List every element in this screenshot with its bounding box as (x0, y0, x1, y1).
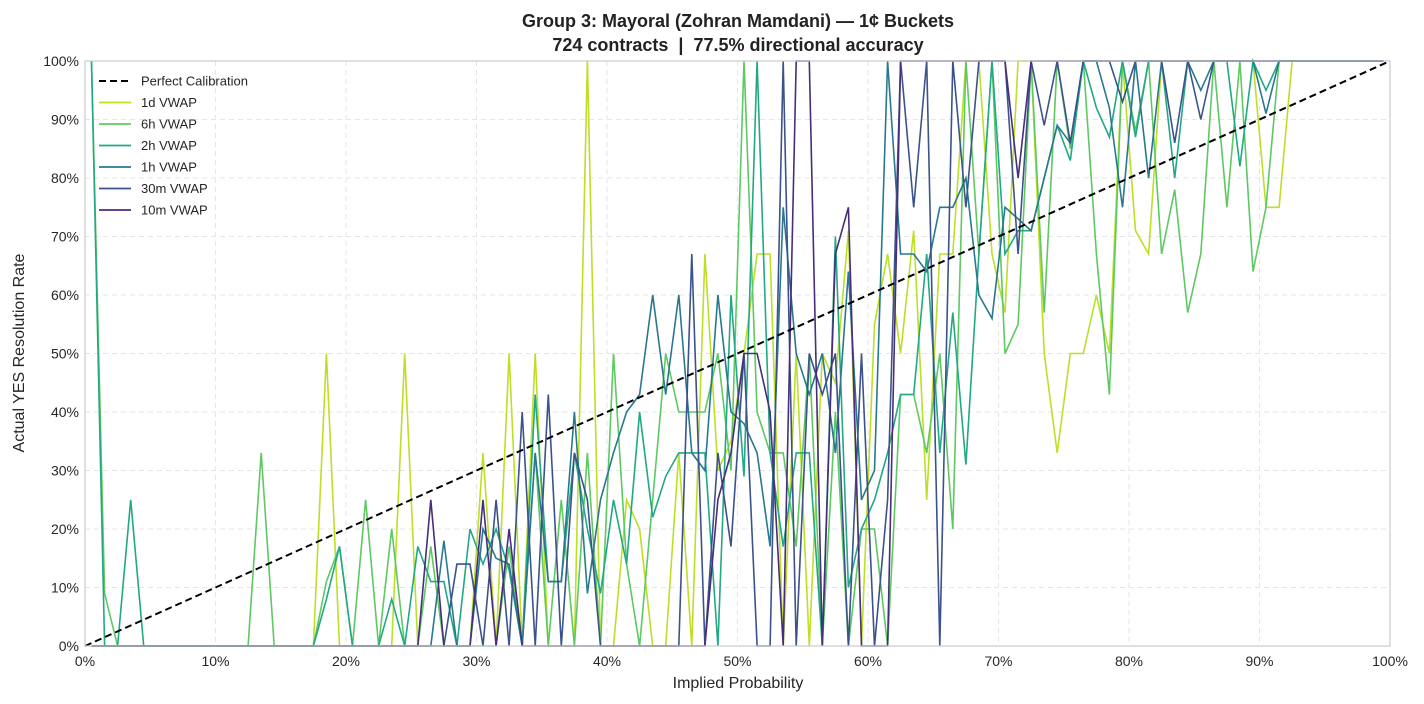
y-axis-label: Actual YES Resolution Rate (11, 253, 28, 452)
y-tick-label: 60% (51, 287, 79, 303)
y-tick-label: 40% (51, 404, 79, 420)
y-tick-label: 10% (51, 580, 79, 596)
x-tick-label: 60% (854, 653, 882, 669)
x-axis-label: Implied Probability (673, 675, 804, 692)
legend-label: 10m VWAP (141, 203, 208, 218)
legend-item: 1d VWAP (99, 95, 197, 110)
legend-label: 1h VWAP (141, 160, 197, 175)
x-tick-label: 50% (723, 653, 751, 669)
x-tick-label: 10% (201, 653, 229, 669)
legend-label: 2h VWAP (141, 138, 197, 153)
legend-label: 1d VWAP (141, 95, 197, 110)
x-tick-label: 100% (1372, 653, 1408, 669)
x-axis-ticks: 0% 10% 20% 30% 40% 50% 60% 70% 80% 90% 100% (75, 653, 1408, 669)
legend-label: 6h VWAP (141, 117, 197, 132)
y-tick-label: 100% (43, 53, 79, 69)
legend-label: Perfect Calibration (141, 74, 248, 89)
legend-label: 30m VWAP (141, 181, 208, 196)
y-tick-label: 80% (51, 170, 79, 186)
chart-title: Group 3: Mayoral (Zohran Mamdani) — 1¢ B… (522, 11, 954, 31)
y-axis-ticks: 0% 10% 20% 30% 40% 50% 60% 70% 80% 90% 100% (43, 53, 79, 654)
legend: Perfect Calibration 1d VWAP 6h VWAP 2h VWAP… (99, 74, 248, 218)
y-tick-label: 90% (51, 112, 79, 128)
perfect-calibration-line (84, 60, 1391, 647)
y-tick-label: 50% (51, 346, 79, 362)
legend-item: 10m VWAP (99, 203, 208, 218)
legend-item: Perfect Calibration (99, 74, 248, 89)
x-tick-label: 70% (984, 653, 1012, 669)
x-tick-label: 80% (1115, 653, 1143, 669)
y-tick-label: 0% (59, 638, 79, 654)
x-tick-label: 0% (75, 653, 95, 669)
legend-item: 1h VWAP (99, 160, 197, 175)
x-tick-label: 40% (593, 653, 621, 669)
legend-item: 2h VWAP (99, 138, 197, 153)
legend-item: 6h VWAP (99, 117, 197, 132)
plot-frame (84, 60, 1391, 647)
y-tick-label: 20% (51, 521, 79, 537)
x-tick-label: 30% (462, 653, 490, 669)
y-tick-label: 30% (51, 463, 79, 479)
legend-item: 30m VWAP (99, 181, 208, 196)
x-tick-label: 90% (1245, 653, 1273, 669)
y-tick-label: 70% (51, 229, 79, 245)
x-tick-label: 20% (332, 653, 360, 669)
chart-subtitle: 724 contracts | 77.5% directional accura… (552, 35, 923, 55)
